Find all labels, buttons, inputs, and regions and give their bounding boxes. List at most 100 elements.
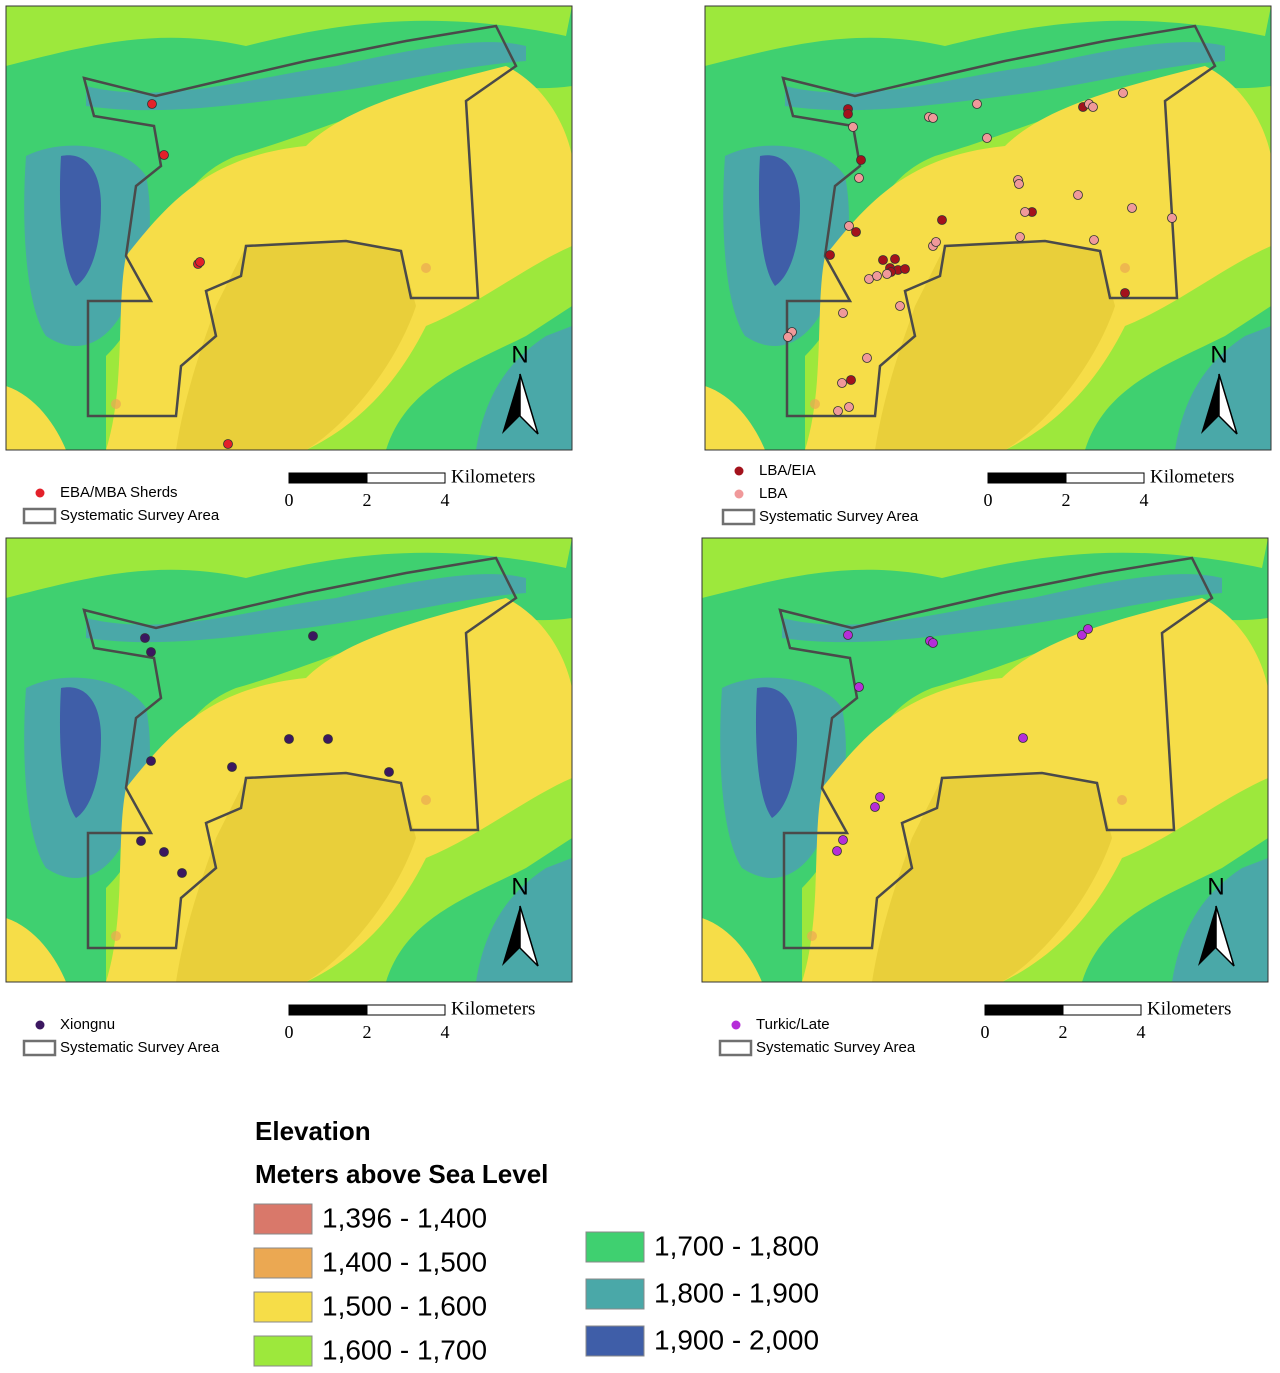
site-point — [160, 848, 169, 857]
site-point — [1128, 204, 1137, 213]
map — [6, 538, 572, 982]
legend-swatch — [24, 509, 55, 523]
legend-swatch — [36, 1021, 45, 1030]
site-point — [834, 407, 843, 416]
elevation-swatch — [586, 1279, 644, 1309]
site-point — [1084, 625, 1093, 634]
site-point — [891, 255, 900, 264]
site-point — [148, 100, 157, 109]
legend-swatch — [732, 1021, 741, 1030]
elevation-swatch — [586, 1326, 644, 1356]
map — [705, 6, 1271, 450]
legend-swatch — [720, 1041, 751, 1055]
scale-tick-label: 0 — [285, 1022, 294, 1042]
site-point — [1015, 180, 1024, 189]
elevation-label: 1,500 - 1,600 — [322, 1290, 487, 1321]
legend-swatch — [24, 1041, 55, 1055]
site-point — [1019, 734, 1028, 743]
north-label: N — [511, 341, 528, 368]
site-point — [1121, 289, 1130, 298]
scale-tick-label: 4 — [441, 1022, 450, 1042]
site-point — [844, 110, 853, 119]
scale-tick-label: 0 — [981, 1022, 990, 1042]
site-point — [929, 114, 938, 123]
legend-swatch — [735, 467, 744, 476]
site-point — [224, 440, 233, 449]
site-point — [901, 265, 910, 274]
site-point — [324, 735, 333, 744]
site-point — [849, 123, 858, 132]
site-point — [1074, 191, 1083, 200]
scale-tick-label: 2 — [363, 1022, 372, 1042]
legend-label: Turkic/Late — [756, 1016, 830, 1033]
elevation-title: Elevation — [255, 1116, 371, 1146]
site-point — [784, 333, 793, 342]
elevation-swatch — [254, 1204, 312, 1234]
scale-tick-label: 2 — [363, 490, 372, 510]
scale-segment — [289, 473, 367, 483]
map — [702, 538, 1268, 982]
elevation-subtitle: Meters above Sea Level — [255, 1159, 548, 1189]
site-point — [178, 869, 187, 878]
north-label: N — [511, 873, 528, 900]
scale-unit: Kilometers — [451, 998, 535, 1019]
site-point — [863, 354, 872, 363]
site-point — [137, 837, 146, 846]
site-point — [1119, 89, 1128, 98]
site-point — [983, 134, 992, 143]
legend-swatch — [36, 489, 45, 498]
scale-tick-label: 4 — [1137, 1022, 1146, 1042]
site-point — [833, 847, 842, 856]
scale-tick-label: 4 — [441, 490, 450, 510]
elevation-label: 1,400 - 1,500 — [322, 1246, 487, 1277]
map — [6, 6, 572, 450]
scale-segment — [1066, 473, 1144, 483]
legend-label: Xiongnu — [60, 1016, 115, 1033]
legend-swatch — [735, 490, 744, 499]
site-point — [1021, 208, 1030, 217]
legend-label: LBA/EIA — [759, 462, 816, 479]
elevation-swatch — [254, 1292, 312, 1322]
site-point — [932, 238, 941, 247]
site-point — [1168, 214, 1177, 223]
legend-label: EBA/MBA Sherds — [60, 484, 178, 501]
elevation-label: 1,700 - 1,800 — [654, 1230, 819, 1261]
map-panel: N Xiongnu Systematic Survey Area 0 2 4Kilomet… — [6, 538, 572, 1056]
scale-unit: Kilometers — [451, 466, 535, 487]
scale-unit: Kilometers — [1147, 998, 1231, 1019]
site-point — [929, 639, 938, 648]
scale-segment — [367, 1005, 445, 1015]
scale-tick-label: 0 — [285, 490, 294, 510]
figure: Elevation Meters above Sea Level N EBA/MB… — [0, 0, 1280, 1368]
elevation-label: 1,900 - 2,000 — [654, 1324, 819, 1355]
site-point — [871, 803, 880, 812]
site-point — [855, 174, 864, 183]
north-label: N — [1207, 873, 1224, 900]
elevation-label: 1,800 - 1,900 — [654, 1277, 819, 1308]
site-point — [309, 632, 318, 641]
scale-unit: Kilometers — [1150, 466, 1234, 487]
scale-segment — [367, 473, 445, 483]
site-point — [845, 403, 854, 412]
site-point — [1016, 233, 1025, 242]
site-point — [876, 793, 885, 802]
scale-tick-label: 4 — [1140, 490, 1149, 510]
scale-tick-label: 0 — [984, 490, 993, 510]
site-point — [883, 270, 892, 279]
site-point — [141, 634, 150, 643]
site-point — [847, 376, 856, 385]
elevation-label: 1,600 - 1,700 — [322, 1334, 487, 1365]
site-point — [228, 763, 237, 772]
legend-label: Systematic Survey Area — [759, 508, 919, 525]
site-point — [1089, 103, 1098, 112]
scale-segment — [988, 473, 1066, 483]
site-point — [147, 648, 156, 657]
site-point — [147, 757, 156, 766]
site-point — [1090, 236, 1099, 245]
legend-label: Systematic Survey Area — [756, 1039, 916, 1056]
site-point — [285, 735, 294, 744]
legend-label: Systematic Survey Area — [60, 1039, 220, 1056]
site-point — [938, 216, 947, 225]
